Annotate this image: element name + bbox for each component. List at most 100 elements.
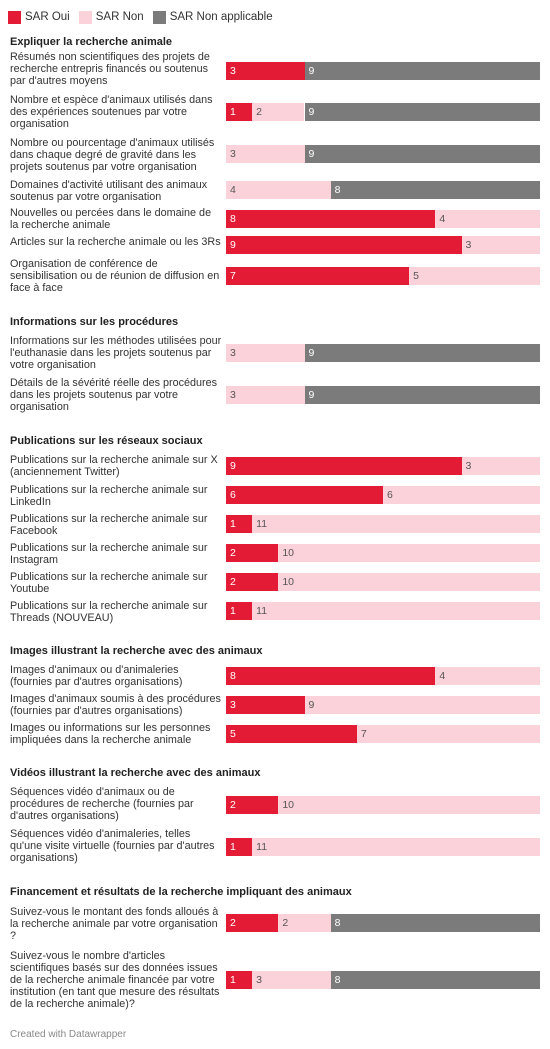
bar-row: 1 11: [226, 602, 540, 620]
data-label: 9: [308, 699, 315, 711]
data-label: 9: [230, 460, 236, 472]
bar-segment-non: [252, 838, 540, 856]
bar-row: 2 10: [226, 544, 540, 562]
data-label: 10: [282, 799, 295, 811]
bar-segment-non: [356, 725, 540, 743]
bar-segment-non: [278, 573, 540, 591]
legend-item-na: SAR Non applicable: [152, 10, 273, 24]
section-title: Publications sur les réseaux sociaux: [10, 435, 203, 447]
legend-label-oui: SAR Oui: [25, 11, 70, 23]
row-label: Domaines d'activité utilisant des animau…: [10, 179, 208, 203]
bar-segment-non: [435, 667, 540, 685]
row-label: Séquences vidéo d'animaux ou de procédur…: [10, 786, 194, 822]
data-label: 3: [256, 974, 262, 986]
section-title: Vidéos illustrant la recherche avec des …: [10, 767, 261, 779]
row-label: Articles sur la recherche animale ou les…: [10, 236, 221, 248]
row-label: Suivez-vous le montant des fonds alloués…: [10, 906, 219, 942]
data-label: 8: [334, 917, 341, 929]
bar-segment-non: [409, 267, 540, 285]
data-label: 3: [230, 347, 236, 359]
row-label: Séquences vidéo d'animaleries, telles qu…: [10, 828, 215, 864]
data-label: 10: [282, 576, 295, 588]
legend-swatch-oui: [8, 10, 21, 24]
bar-segment-non: [383, 486, 540, 504]
row-label: Détails de la sévérité réelle des procéd…: [10, 377, 218, 413]
row-label: Nouvelles ou percées dans le domaine de …: [10, 207, 212, 231]
row-label: Publications sur la recherche animale su…: [10, 484, 208, 508]
row-label: Images d'animaux soumis à des procédures…: [10, 693, 221, 717]
row-label: Publications sur la recherche animale su…: [10, 542, 208, 566]
legend-label-na: SAR Non applicable: [169, 11, 273, 23]
bar-segment-na: [304, 344, 540, 362]
bar-segment-non: [226, 145, 305, 163]
bar-segment-oui: [226, 515, 253, 533]
data-label: 9: [308, 389, 315, 401]
data-label: 3: [465, 460, 472, 472]
data-label: 4: [230, 184, 236, 196]
row-label: Images ou informations sur les personnes…: [10, 722, 211, 746]
data-label: 6: [230, 489, 236, 501]
row-label: Nombre ou pourcentage d'animaux utilisés…: [10, 137, 215, 173]
data-label: 11: [256, 518, 268, 530]
data-label: 5: [413, 270, 419, 282]
bar-segment-oui: [226, 914, 279, 932]
bar-row: 1 11: [226, 838, 540, 856]
data-label: 8: [334, 974, 341, 986]
bar-row: 2 10: [226, 796, 540, 814]
bar-segment-non: [435, 210, 540, 228]
footer-credit: Created with Datawrapper: [10, 1029, 127, 1040]
legend: SAR Oui SAR Non SAR Non applicable: [8, 8, 282, 26]
bar-segment-non: [226, 386, 305, 404]
data-label: 9: [308, 148, 315, 160]
legend-swatch-na: [152, 10, 166, 24]
data-label: 4: [439, 670, 446, 682]
bar-segment-oui: [226, 267, 410, 285]
row-label: Publications sur la recherche animale su…: [10, 513, 208, 537]
bar-segment-na: [304, 145, 540, 163]
bar-segment-non: [252, 971, 331, 989]
data-label: 8: [334, 184, 341, 196]
bar-segment-na: [304, 62, 540, 80]
data-label: 1: [230, 518, 236, 530]
bar-segment-non: [252, 515, 540, 533]
section-title: Images illustrant la recherche avec des …: [10, 645, 263, 657]
legend-swatch-non: [78, 10, 92, 24]
data-label: 10: [282, 547, 295, 559]
data-label: 1: [230, 841, 236, 853]
data-label: 7: [360, 728, 367, 740]
row-label: Publications sur la recherche animale su…: [10, 571, 208, 595]
data-label: 3: [230, 65, 236, 77]
data-label: 9: [308, 65, 315, 77]
bar-row: 1 3 8: [226, 971, 540, 989]
row-label: Publications sur la recherche animale su…: [10, 454, 218, 478]
bar-segment-non: [226, 344, 305, 362]
data-label: 11: [256, 605, 268, 617]
bar-segment-non: [461, 457, 540, 475]
data-label: 2: [256, 106, 262, 118]
data-label: 2: [282, 917, 289, 929]
data-label: 1: [230, 605, 236, 617]
data-label: 1: [230, 106, 236, 118]
data-label: 3: [465, 239, 472, 251]
bar-segment-oui: [226, 486, 383, 504]
bar-segment-na: [304, 103, 540, 121]
bar-segment-non: [278, 544, 540, 562]
data-label: 5: [230, 728, 236, 740]
bar-segment-na: [304, 386, 540, 404]
section-title: Financement et résultats de la recherche…: [10, 886, 352, 898]
legend-item-non: SAR Non: [78, 10, 144, 24]
data-label: 9: [308, 347, 315, 359]
bar-segment-oui: [226, 236, 462, 254]
data-label: 9: [230, 239, 236, 251]
data-label: 9: [308, 106, 315, 118]
